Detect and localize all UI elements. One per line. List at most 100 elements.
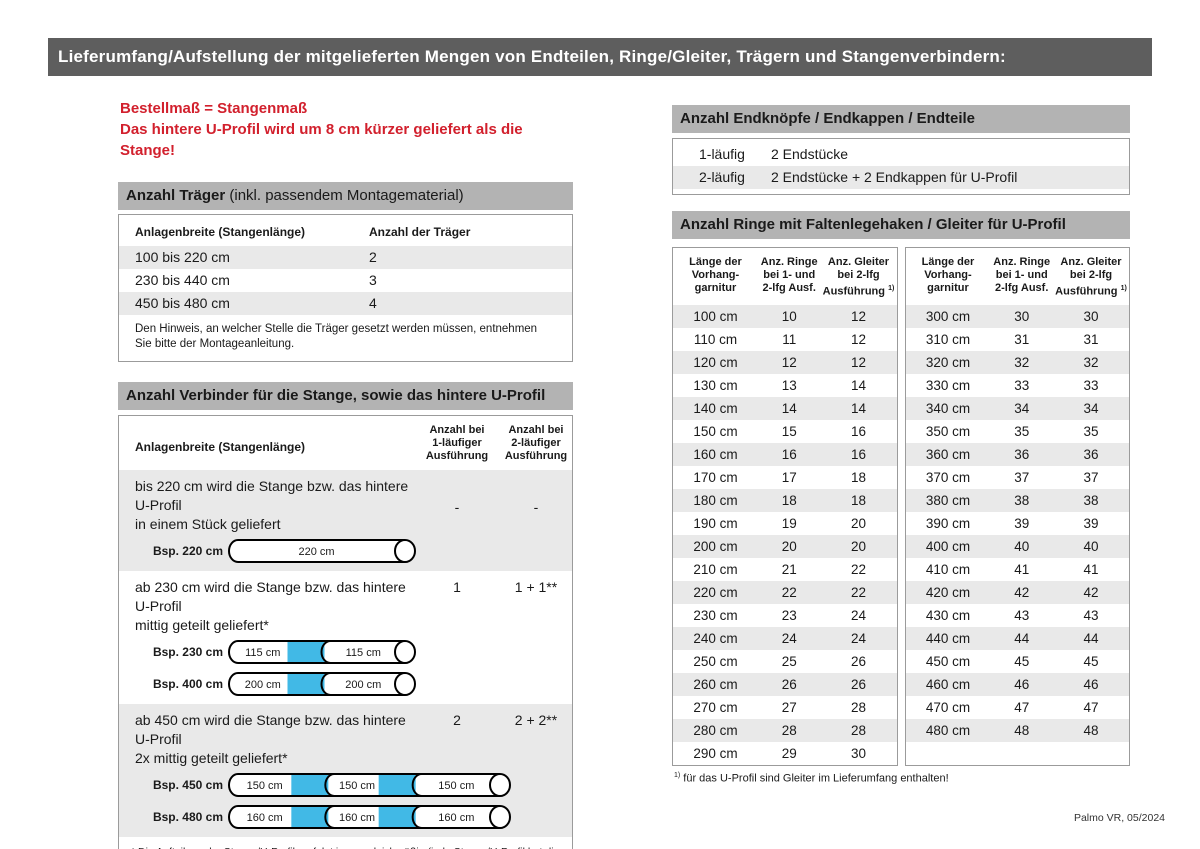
- cell-ringe: 20: [781, 538, 797, 554]
- superscript-note-ref: 1): [888, 285, 895, 292]
- cell-ringe: 18: [781, 492, 797, 508]
- page-title: Lieferumfang/Aufstellung der mitgeliefer…: [48, 38, 1152, 76]
- cell-length: 240 cm: [693, 630, 738, 646]
- traeger-note: Den Hinweis, an welcher Stelle die Träge…: [135, 323, 538, 350]
- cell-length: 190 cm: [693, 515, 738, 531]
- cell-ringe: 21: [781, 561, 797, 577]
- cell-length: 430 cm: [925, 607, 971, 623]
- table-row: 270 cm 27 28: [673, 696, 897, 719]
- column-header: Länge der Vorhang-garnitur: [689, 256, 742, 294]
- cell-ringe: 44: [1014, 630, 1030, 646]
- cell-gleiter: 14: [850, 377, 866, 393]
- cell-ringe: 12: [781, 354, 797, 370]
- cell-length: 320 cm: [925, 354, 971, 370]
- svg-text:160 cm: 160 cm: [339, 812, 375, 824]
- svg-text:200 cm: 200 cm: [345, 679, 381, 691]
- cell-ringe: 41: [1014, 561, 1030, 577]
- row-description: bis 220 cm wird die Stange bzw. das hint…: [135, 478, 409, 532]
- cell-length: 420 cm: [925, 584, 971, 600]
- column-header-2laeufig: Anzahl bei 2-läufiger Ausführung: [504, 424, 568, 462]
- table-row: 100 bis 220 cm 2: [119, 246, 572, 269]
- table-row: 470 cm 47 47: [906, 696, 1130, 719]
- table-row: 220 cm 22 22: [673, 580, 897, 604]
- cell-gleiter: 28: [850, 722, 866, 738]
- cell-ringe: 38: [1014, 492, 1030, 508]
- table-row: 480 cm 48 48: [905, 718, 1129, 742]
- cell-gleiter: 34: [1083, 400, 1099, 416]
- cell-length: 150 cm: [693, 423, 738, 439]
- traeger-heading-rest: (inkl. passendem Montagematerial): [225, 187, 464, 204]
- row-description: ab 230 cm wird die Stange bzw. das hinte…: [135, 579, 406, 633]
- cell-ringe: 45: [1014, 653, 1030, 669]
- rod-diagram: 220 cm: [227, 536, 417, 566]
- table-row: 400 cm 40 40: [905, 534, 1129, 558]
- table-row: 450 cm 45 45: [906, 650, 1130, 673]
- rod-diagram: 115 cm 115 cm: [227, 637, 417, 667]
- cell-length: 130 cm: [693, 377, 738, 393]
- cell-gleiter: 43: [1083, 607, 1099, 623]
- cell-gleiter: 22: [850, 561, 866, 577]
- cell-count: 3: [369, 272, 377, 288]
- cell-count-1laeufig: -: [454, 499, 460, 515]
- table-row: ab 230 cm wird die Stange bzw. das hinte…: [119, 571, 572, 704]
- cell-count: 2: [369, 249, 377, 265]
- cell-length: 170 cm: [693, 469, 738, 485]
- cell-ringe: 15: [781, 423, 797, 439]
- cell-ringe: 42: [1014, 584, 1030, 600]
- table-header: Länge der Vorhang-garnitur Anz. Ringe bei 1…: [906, 248, 1130, 305]
- cell-length: 460 cm: [925, 676, 971, 692]
- cell-length: 380 cm: [925, 492, 971, 508]
- table-row: 1-läufig 2 Endstücke: [673, 143, 1129, 166]
- cell-gleiter: 31: [1083, 331, 1099, 347]
- cell-gleiter: 26: [850, 676, 866, 692]
- cell-length: 100 cm: [693, 308, 738, 324]
- svg-text:160 cm: 160 cm: [247, 812, 283, 824]
- cell-length: 360 cm: [925, 446, 971, 462]
- rod-diagram-svg: 220 cm: [228, 539, 416, 563]
- cell-length: 270 cm: [693, 699, 738, 715]
- column-header: Länge der Vorhang-garnitur: [921, 256, 975, 294]
- table-row: 150 cm 15 16: [673, 420, 897, 443]
- endteile-table: 1-läufig 2 Endstücke 2-läufig 2 Endstücke +…: [672, 138, 1130, 195]
- right-column: Anzahl Endknöpfe / Endkappen / Endteile …: [672, 105, 1130, 784]
- table-row: 290 cm 29 30: [673, 742, 897, 765]
- table-row: 430 cm 43 43: [906, 604, 1130, 627]
- cell-length: 160 cm: [693, 446, 738, 462]
- table-row: 230 bis 440 cm 3: [119, 269, 572, 292]
- table-row: 280 cm 28 28: [673, 718, 897, 742]
- cell-length: 110 cm: [693, 331, 738, 347]
- ringe-footnote: 1) für das U-Profil sind Gleiter im Lief…: [672, 772, 1130, 785]
- svg-text:150 cm: 150 cm: [438, 780, 474, 792]
- svg-text:150 cm: 150 cm: [339, 780, 375, 792]
- rod-diagram-svg: 150 cm 150 cm 150 cm: [228, 773, 511, 797]
- cell-range: 100 bis 220 cm: [135, 249, 230, 265]
- cell-length: 280 cm: [693, 722, 738, 738]
- cell-range: 230 bis 440 cm: [135, 272, 230, 288]
- traeger-table: Anlagenbreite (Stangenlänge) Anzahl der …: [118, 214, 573, 362]
- cell-ringe: 14: [781, 400, 797, 416]
- rod-diagram-svg: 160 cm 160 cm 160 cm: [228, 805, 511, 829]
- table-row: 170 cm 17 18: [673, 466, 897, 489]
- cell-length: 340 cm: [925, 400, 971, 416]
- table-row: 2-läufig 2 Endstücke + 2 Endkappen für U-…: [673, 166, 1129, 189]
- cell-gleiter: 47: [1083, 699, 1099, 715]
- table-row: bis 220 cm wird die Stange bzw. das hint…: [119, 470, 572, 571]
- rod-example-label: Bsp. 220 cm: [152, 544, 223, 558]
- cell-gleiter: 26: [850, 653, 866, 669]
- table-row: 210 cm 21 22: [673, 558, 897, 581]
- column-header: Anz. Ringe bei 1- und 2-lfg Ausf.: [760, 256, 818, 294]
- cell-gleiter: 30: [850, 745, 866, 761]
- table-row: 100 cm 10 12: [673, 304, 897, 328]
- cell-gleiter: 44: [1083, 630, 1099, 646]
- rod-example: Bsp. 400 cm 200 cm 200 cm: [119, 669, 572, 699]
- cell-ringe: 13: [781, 377, 797, 393]
- cell-length: 310 cm: [925, 331, 971, 347]
- cell-gleiter: 16: [850, 423, 866, 439]
- table-row: 360 cm 36 36: [905, 442, 1129, 466]
- svg-text:150 cm: 150 cm: [247, 780, 283, 792]
- rod-diagram: 150 cm 150 cm 150 cm: [227, 770, 512, 800]
- table-row: 160 cm 16 16: [673, 442, 897, 466]
- table-row: 190 cm 19 20: [673, 512, 897, 535]
- table-row: 350 cm 35 35: [906, 420, 1130, 443]
- cell-count-2laeufig: 1 + 1**: [514, 579, 558, 595]
